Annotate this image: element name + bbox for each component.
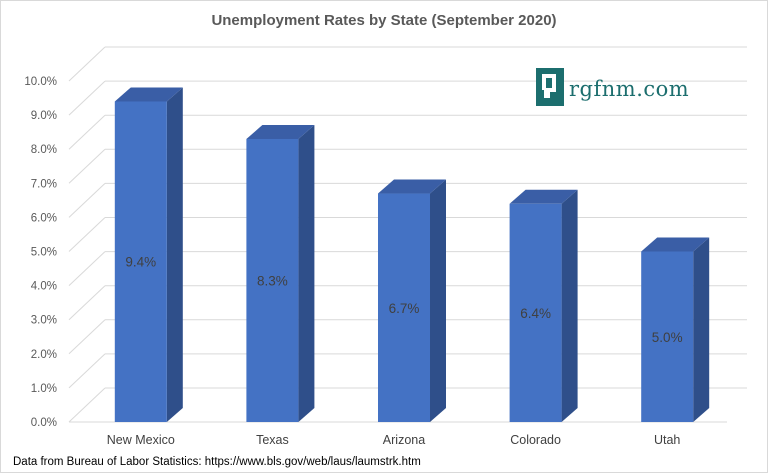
bar-colorado: 6.4% — [509, 189, 578, 422]
data-label: 9.4% — [125, 255, 156, 270]
y-tick-label: 10.0% — [24, 76, 57, 88]
y-axis-ticks: 0.0% 1.0% 2.0% 3.0% 4.0% 5.0% 6.0% 7.0% 8.0% 9.0%… — [24, 76, 57, 429]
bar-side — [693, 237, 710, 422]
bar-front — [246, 138, 299, 422]
data-label: 8.3% — [257, 273, 288, 288]
y-tick-label: 1.0% — [31, 383, 57, 395]
y-tick-label: 0.0% — [31, 417, 57, 429]
gridline-diagonal — [68, 114, 106, 150]
gridline-diagonal — [68, 285, 106, 321]
y-tick-label: 9.0% — [31, 110, 57, 122]
bar-arizona: 6.7% — [378, 179, 446, 422]
bars: 9.4% 8.3% 6.7% 6.4% 5.0% — [114, 87, 710, 423]
bar-side — [430, 179, 446, 422]
gridline-diagonal — [68, 148, 106, 184]
bar-front — [378, 193, 430, 422]
logo-text: rgfnm.com — [569, 77, 689, 101]
x-axis-categories: New Mexico Texas Arizona Colorado Utah — [107, 433, 681, 447]
gridline-diagonal — [68, 183, 106, 218]
bar-top — [509, 189, 578, 204]
bar-top — [246, 124, 315, 139]
x-category-label: Texas — [256, 433, 289, 447]
x-category-label: New Mexico — [107, 433, 175, 447]
gridline-diagonal — [68, 387, 106, 423]
x-category-label: Utah — [654, 433, 680, 447]
gridline-diagonal — [68, 217, 106, 252]
data-label: 6.4% — [520, 306, 551, 321]
gridline-diagonal — [68, 319, 106, 355]
gridline-diagonal — [68, 353, 106, 389]
bar-side — [561, 189, 578, 422]
y-tick-label: 5.0% — [31, 247, 57, 259]
bar-top — [114, 87, 183, 102]
data-label: 6.7% — [389, 301, 420, 316]
x-category-label: Arizona — [383, 433, 425, 447]
y-tick-label: 8.0% — [31, 144, 57, 156]
y-tick-label: 3.0% — [31, 315, 57, 327]
bar-front — [509, 203, 562, 422]
data-label: 5.0% — [652, 330, 683, 345]
bar-side — [298, 124, 315, 422]
bar-top — [641, 237, 710, 252]
chart-title: Unemployment Rates by State (September 2… — [211, 12, 556, 29]
gridline-diagonal — [68, 46, 106, 82]
y-tick-label: 6.0% — [31, 212, 57, 224]
x-category-label: Colorado — [510, 433, 561, 447]
bar-top — [378, 179, 446, 194]
y-tick-label: 7.0% — [31, 178, 57, 190]
gridline-diagonal — [68, 251, 106, 286]
y-tick-label: 4.0% — [31, 281, 57, 293]
bar-utah: 5.0% — [641, 237, 710, 422]
bar-new-mexico: 9.4% — [114, 87, 183, 423]
bar-texas: 8.3% — [246, 124, 315, 422]
bar-front — [641, 251, 694, 422]
source-note: Data from Bureau of Labor Statistics: ht… — [13, 456, 421, 468]
gridline-diagonal — [68, 80, 106, 116]
y-tick-label: 2.0% — [31, 349, 57, 361]
bar-front — [114, 101, 167, 423]
bar-side — [166, 87, 183, 423]
logo: rgfnm.com — [536, 68, 689, 106]
new-mexico-state-icon — [536, 68, 564, 106]
